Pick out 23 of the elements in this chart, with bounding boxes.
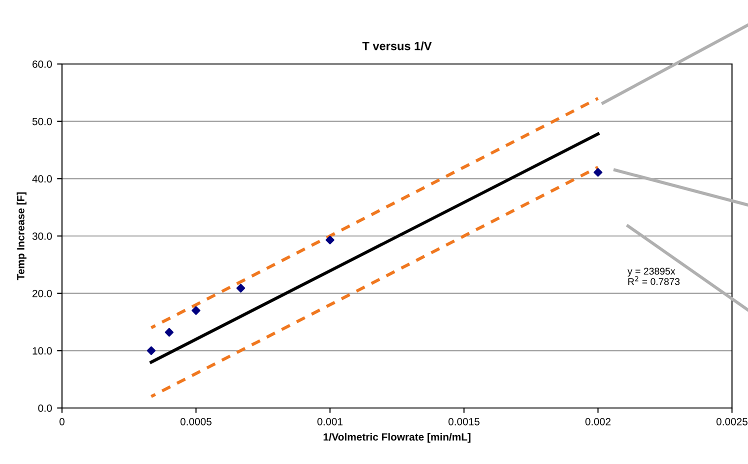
point	[236, 284, 246, 293]
x-tick-label: 0.0005	[180, 418, 212, 426]
y-tick-label: 60.0	[32, 60, 52, 68]
x-axis-title: 1/Volmetric Flowrate [min/mL]	[324, 432, 470, 443]
x-tick-label: 0.002	[585, 418, 611, 426]
point	[326, 236, 334, 244]
x-tick-label: 0	[60, 418, 64, 426]
y-tick-label: 40.0	[32, 175, 52, 183]
chart-title: T versus 1/V	[362, 42, 432, 50]
x-tick-label: 0.001	[317, 418, 343, 426]
y-axis-title: Temp Increase [F]	[16, 192, 26, 280]
y-tick-label: 30.0	[32, 232, 52, 240]
point	[164, 328, 174, 337]
point	[192, 306, 200, 315]
x-tick-label: 0.0015	[448, 418, 480, 426]
y-tick-label: 20.0	[32, 290, 52, 298]
point	[146, 346, 156, 356]
y-tick-label: 0.0	[38, 404, 52, 412]
y-tick-label: 50.0	[32, 118, 52, 126]
x-tick-label: 0.0025	[716, 418, 748, 426]
annotation: y = 23895x R$^{2}$ = 0.7873	[628, 268, 680, 286]
point	[594, 168, 602, 177]
y-tick-label: 10.0	[32, 347, 52, 355]
